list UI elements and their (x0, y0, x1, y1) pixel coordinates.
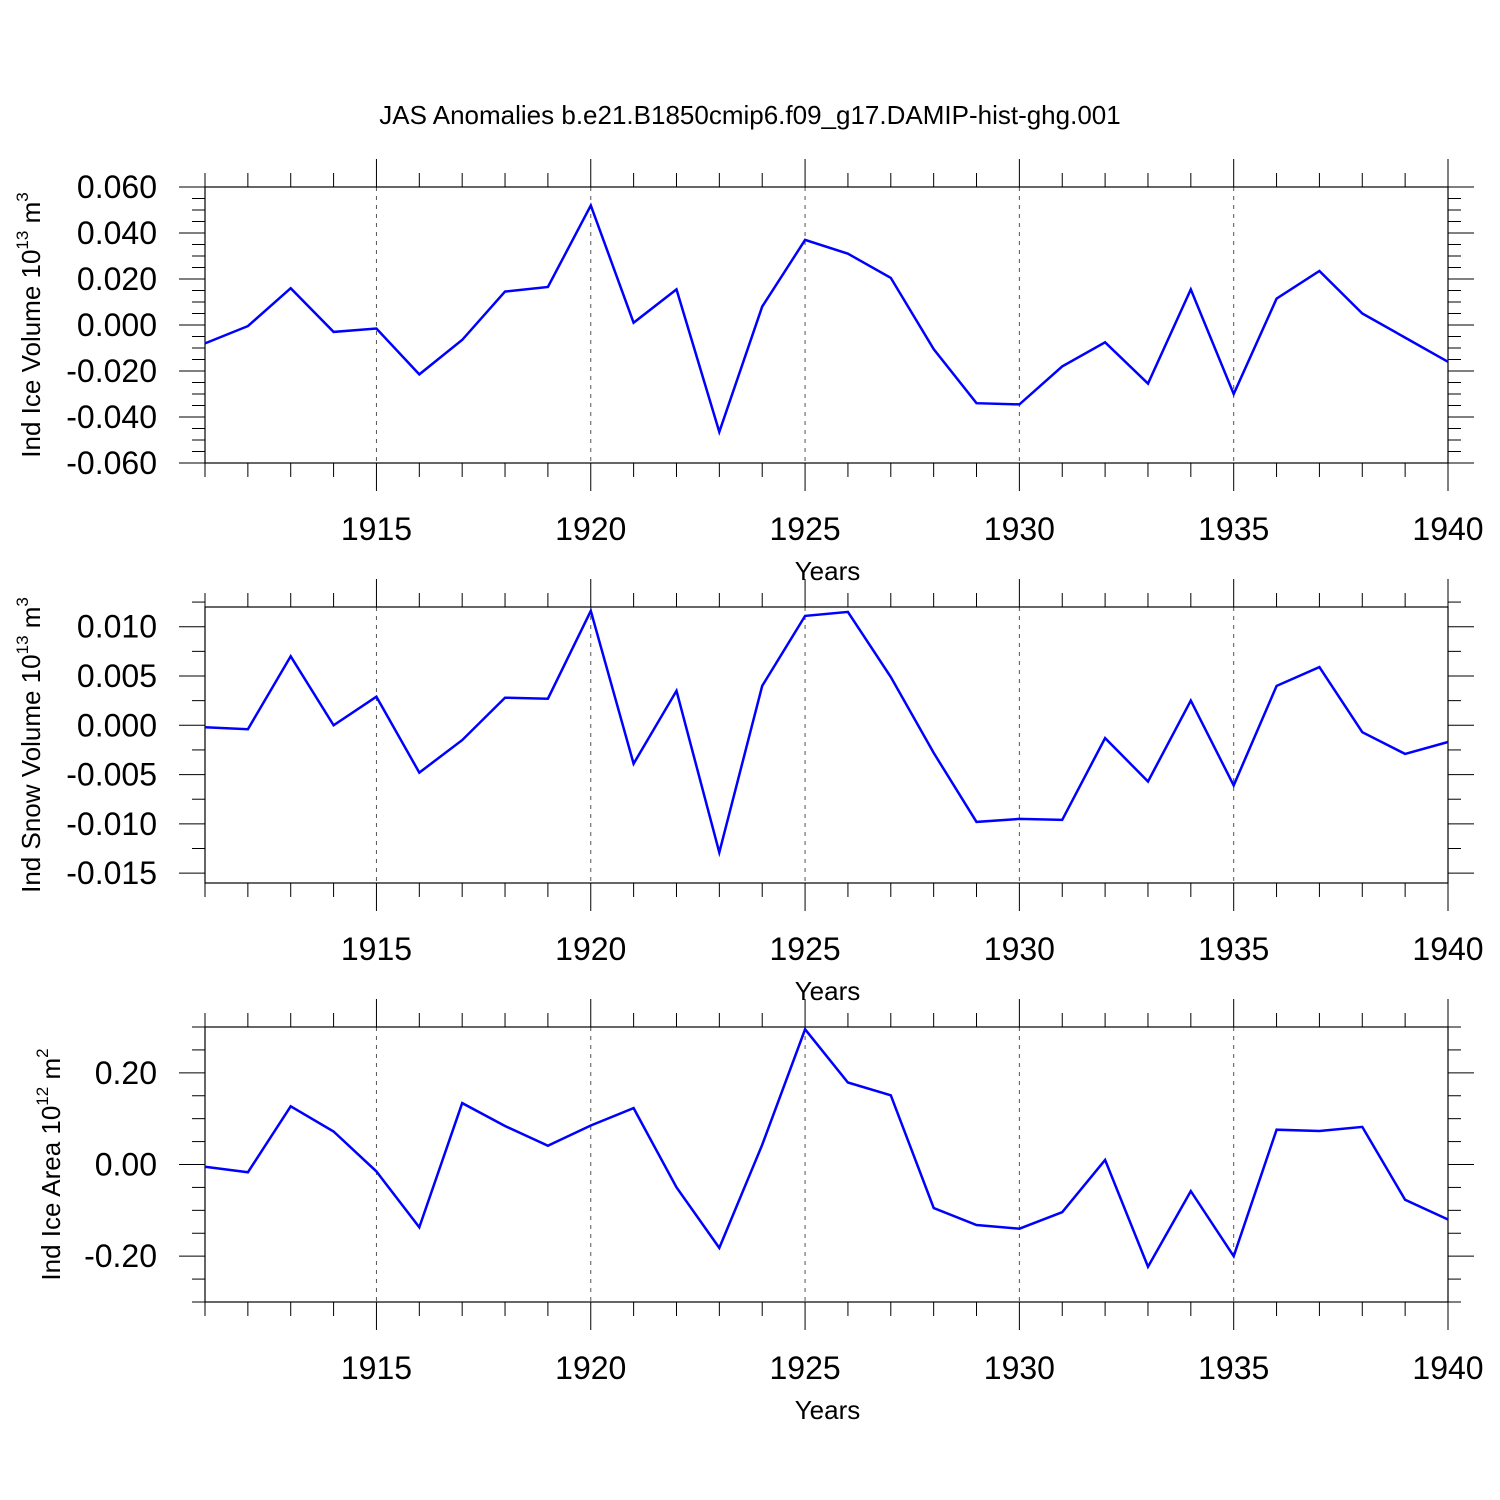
plot-frame (204, 186, 1449, 464)
x-tick-label: 1930 (984, 931, 1055, 967)
y-axis-title: Ind Snow Volume 1013 m3 (13, 597, 46, 893)
y-tick-label: 0.000 (77, 307, 157, 343)
x-tick-label: 1940 (1412, 511, 1483, 547)
x-axis-title: Years (795, 556, 861, 586)
x-tick-label: 1935 (1198, 931, 1269, 967)
y-tick-label: 0.060 (77, 169, 157, 205)
panel-3: -0.20 0.00 0.20 1915 1920 1925 1930 1935 1940 Yea… (33, 999, 1484, 1425)
plot-frame (204, 606, 1449, 884)
y-axis-title: Ind Ice Volume 1013 m3 (13, 192, 46, 457)
y-tick-label: 0.00 (95, 1147, 157, 1183)
figure-title: JAS Anomalies b.e21.B1850cmip6.f09_g17.D… (379, 100, 1120, 130)
series-line (204, 607, 1449, 858)
x-tick-label: 1920 (555, 1350, 626, 1386)
y-axis-title-superscript: 3 (13, 192, 32, 201)
y-tick-label: -0.005 (66, 757, 157, 793)
x-tick-label: 1920 (555, 511, 626, 547)
y-tick-label: 0.20 (95, 1055, 157, 1091)
x-tick-label: 1925 (769, 1350, 840, 1386)
x-axis-title: Years (795, 1395, 861, 1425)
x-tick-label: 1925 (769, 511, 840, 547)
x-tick-label: 1915 (341, 511, 412, 547)
y-axis-title-superscript: 13 (13, 231, 32, 250)
y-axis-title: Ind Ice Area 1012 m2 (33, 1048, 66, 1280)
y-tick-label: -0.015 (66, 855, 157, 891)
x-tick-label: 1935 (1198, 511, 1269, 547)
plot-frame (204, 1026, 1449, 1303)
y-tick-label: 0.005 (77, 658, 157, 694)
x-tick-label: 1930 (984, 511, 1055, 547)
y-axis-title-superscript: 3 (13, 597, 32, 606)
x-tick-label: 1940 (1412, 1350, 1483, 1386)
x-tick-label: 1920 (555, 931, 626, 967)
x-tick-label: 1925 (769, 931, 840, 967)
y-tick-label: -0.040 (66, 399, 157, 435)
x-tick-label: 1930 (984, 1350, 1055, 1386)
y-axis-title-superscript: 13 (13, 635, 32, 654)
y-axis-title-part: m (16, 607, 46, 636)
y-tick-label: 0.010 (77, 609, 157, 645)
y-tick-label: 0.020 (77, 261, 157, 297)
y-axis-title-superscript: 2 (33, 1048, 52, 1057)
x-tick-label: 1915 (341, 1350, 412, 1386)
y-axis-title-part: Ind Ice Volume 10 (16, 250, 46, 458)
y-tick-label: -0.20 (84, 1238, 157, 1274)
x-tick-label: 1915 (341, 931, 412, 967)
y-tick-label: -0.010 (66, 806, 157, 842)
x-tick-label: 1935 (1198, 1350, 1269, 1386)
y-axis-title-superscript: 12 (33, 1087, 52, 1106)
y-tick-label: -0.060 (66, 445, 157, 481)
y-axis-title-part: m (16, 202, 46, 231)
panel-2: -0.015 -0.010 -0.005 0.000 0.005 0.010 1915 192… (13, 579, 1484, 1006)
series-line (204, 202, 1449, 436)
y-tick-label: 0.000 (77, 707, 157, 743)
series-line (204, 1026, 1449, 1270)
y-tick-label: 0.040 (77, 215, 157, 251)
y-tick-label: -0.020 (66, 353, 157, 389)
y-axis-title-part: Ind Ice Area 10 (36, 1106, 66, 1281)
panel-1: -0.060 -0.040 -0.020 0.000 0.020 0.040 0.060 19… (13, 159, 1484, 586)
y-axis-title-part: Ind Snow Volume 10 (16, 654, 46, 893)
x-tick-label: 1940 (1412, 931, 1483, 967)
y-axis-title-part: m (36, 1058, 66, 1087)
x-axis-title: Years (795, 976, 861, 1006)
